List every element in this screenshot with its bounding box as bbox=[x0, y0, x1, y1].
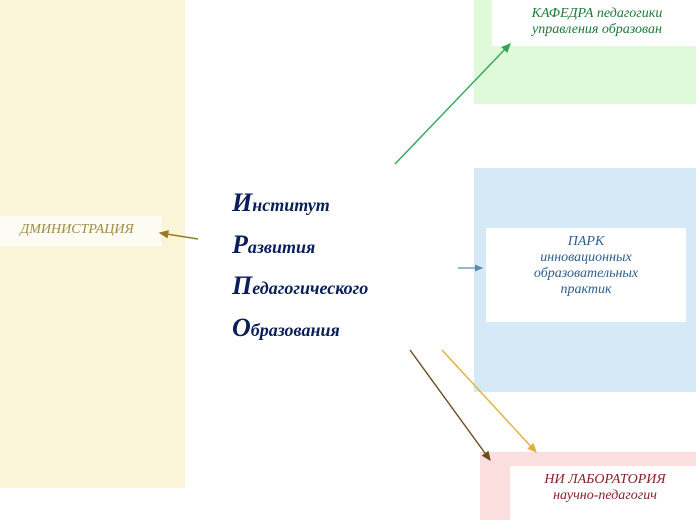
center-title-initial: Р bbox=[232, 230, 248, 259]
center-title-rest: бразования bbox=[251, 320, 340, 340]
center-title: ИнститутРазвитияПедагогическогоОбразован… bbox=[232, 182, 368, 348]
kafedra-label-line: КАФЕДРА педагогики bbox=[502, 6, 692, 22]
center-title-initial: П bbox=[232, 271, 252, 300]
center-title-line: Развития bbox=[232, 224, 368, 266]
admin-label: ДМИНИСТРАЦИЯ bbox=[0, 216, 162, 246]
admin-label-line: ДМИНИСТРАЦИЯ bbox=[2, 222, 152, 238]
lab-label-line: научно-педагогич bbox=[520, 488, 690, 504]
center-title-initial: О bbox=[232, 313, 251, 342]
center-title-rest: азвития bbox=[248, 237, 315, 257]
lab-label-line: НИ ЛАБОРАТОРИЯ bbox=[520, 472, 690, 488]
center-title-initial: И bbox=[232, 188, 252, 217]
kafedra-label-line: управления образован bbox=[502, 22, 692, 38]
center-title-line: Образования bbox=[232, 307, 368, 349]
park-label: ПАРКинновационныхобразовательныхпрактик bbox=[486, 228, 686, 322]
center-title-line: Институт bbox=[232, 182, 368, 224]
lab-label: НИ ЛАБОРАТОРИЯнаучно-педагогич bbox=[510, 466, 696, 520]
center-title-rest: едагогического bbox=[252, 278, 368, 298]
park-label-line: инновационных bbox=[496, 250, 676, 266]
diagram-stage: ДМИНИСТРАЦИЯ КАФЕДРА педагогикиуправления… bbox=[0, 0, 696, 520]
park-label-line: образовательных bbox=[496, 266, 676, 282]
center-title-line: Педагогического bbox=[232, 265, 368, 307]
kafedra-label: КАФЕДРА педагогикиуправления образован bbox=[492, 0, 696, 46]
park-label-line: практик bbox=[496, 282, 676, 298]
center-title-rest: нститут bbox=[252, 195, 330, 215]
park-label-line: ПАРК bbox=[496, 234, 676, 250]
